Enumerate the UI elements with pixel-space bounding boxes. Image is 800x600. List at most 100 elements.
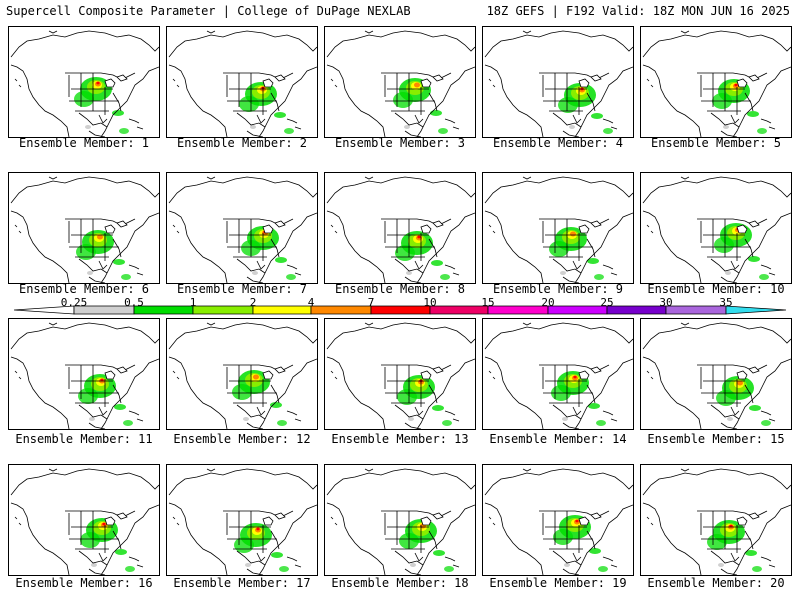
islands bbox=[488, 30, 618, 130]
scale-tick-label: 20 bbox=[541, 296, 555, 309]
great-lakes bbox=[578, 220, 602, 234]
country-border bbox=[697, 72, 768, 80]
country-border bbox=[697, 364, 768, 372]
state-lines bbox=[542, 73, 596, 124]
coastline bbox=[326, 468, 475, 575]
country-border bbox=[539, 218, 610, 226]
member-label: Ensemble Member: 4 bbox=[492, 136, 624, 150]
member-label: Ensemble Member: 7 bbox=[176, 282, 308, 296]
gulf-coast bbox=[78, 258, 108, 283]
state-lines bbox=[384, 511, 438, 562]
member-label: Ensemble Member: 17 bbox=[173, 576, 311, 590]
coastline bbox=[642, 30, 791, 137]
scale-tick-label: 4 bbox=[307, 296, 315, 309]
islands bbox=[14, 176, 144, 276]
coastline bbox=[642, 176, 791, 283]
country-border bbox=[539, 510, 610, 518]
member-map-canvas bbox=[10, 30, 159, 137]
country-border bbox=[223, 218, 294, 226]
islands bbox=[330, 30, 460, 130]
gulf-coast bbox=[394, 112, 424, 137]
gulf-coast bbox=[394, 258, 424, 283]
gulf-coast bbox=[78, 404, 108, 429]
islands bbox=[330, 322, 460, 422]
islands bbox=[172, 322, 302, 422]
coastline bbox=[326, 176, 475, 283]
scale-tick-label: 15 bbox=[481, 296, 495, 309]
scale-tick-label: 25 bbox=[600, 296, 614, 309]
state-lines bbox=[700, 365, 754, 416]
scale-tick-label: 10 bbox=[423, 296, 437, 309]
member-map-canvas bbox=[326, 468, 475, 575]
color-segment bbox=[429, 305, 489, 315]
islands bbox=[646, 30, 776, 130]
scp-shading bbox=[239, 82, 294, 134]
coastline bbox=[484, 30, 633, 137]
ensemble-member-map bbox=[324, 26, 476, 138]
member-label: Ensemble Member: 8 bbox=[334, 282, 466, 296]
scp-shading bbox=[232, 370, 287, 426]
state-lines bbox=[226, 73, 280, 124]
gulf-coast bbox=[710, 258, 740, 283]
ensemble-member-map bbox=[166, 172, 318, 284]
islands bbox=[172, 176, 302, 276]
member-map-canvas bbox=[642, 322, 791, 429]
member-label: Ensemble Member: 6 bbox=[18, 282, 150, 296]
ensemble-member-map bbox=[482, 172, 634, 284]
member-map-canvas bbox=[168, 322, 317, 429]
country-border bbox=[65, 364, 136, 372]
state-lines bbox=[542, 365, 596, 416]
scp-shading bbox=[74, 77, 129, 134]
ensemble-member-map bbox=[482, 26, 634, 138]
country-border bbox=[697, 218, 768, 226]
islands bbox=[172, 468, 302, 568]
great-lakes bbox=[262, 220, 286, 234]
country-border bbox=[539, 72, 610, 80]
islands bbox=[14, 468, 144, 568]
member-map-canvas bbox=[642, 176, 791, 283]
scale-tick-label: 2 bbox=[249, 296, 257, 309]
country-border bbox=[381, 364, 452, 372]
member-map-canvas bbox=[484, 468, 633, 575]
ensemble-member-map bbox=[482, 318, 634, 430]
valid-time: 18Z GEFS | F192 Valid: 18Z MON JUN 16 20… bbox=[486, 4, 790, 18]
member-map-canvas bbox=[326, 30, 475, 137]
ensemble-member-map bbox=[8, 26, 160, 138]
country-border bbox=[65, 72, 136, 80]
country-border bbox=[223, 510, 294, 518]
member-map-canvas bbox=[484, 176, 633, 283]
islands bbox=[172, 30, 302, 130]
ensemble-member-map bbox=[166, 26, 318, 138]
state-lines bbox=[68, 73, 122, 124]
member-label: Ensemble Member: 11 bbox=[15, 432, 153, 446]
country-border bbox=[381, 510, 452, 518]
color-scale-bar bbox=[13, 305, 787, 315]
state-lines bbox=[542, 511, 596, 562]
member-map-canvas bbox=[10, 176, 159, 283]
coastline bbox=[168, 322, 317, 429]
color-segment bbox=[606, 305, 667, 315]
ensemble-member-map bbox=[482, 464, 634, 576]
coastline bbox=[326, 30, 475, 137]
gulf-coast bbox=[710, 112, 740, 137]
member-label: Ensemble Member: 9 bbox=[492, 282, 624, 296]
coastline bbox=[10, 30, 159, 137]
member-map-canvas bbox=[10, 322, 159, 429]
scale-tick-label: 1 bbox=[189, 296, 197, 309]
color-segment bbox=[370, 305, 431, 315]
ensemble-member-map bbox=[640, 26, 792, 138]
country-border bbox=[697, 510, 768, 518]
member-map-canvas bbox=[642, 468, 791, 575]
ensemble-member-map bbox=[324, 464, 476, 576]
gulf-coast bbox=[236, 112, 266, 137]
state-lines bbox=[226, 511, 280, 562]
scale-tick-label: 0.25 bbox=[60, 296, 88, 309]
gulf-coast bbox=[552, 258, 582, 283]
great-lakes bbox=[104, 512, 128, 526]
islands bbox=[646, 468, 776, 568]
country-border bbox=[381, 72, 452, 80]
country-border bbox=[381, 218, 452, 226]
ensemble-member-map bbox=[324, 172, 476, 284]
islands bbox=[488, 176, 618, 276]
member-label: Ensemble Member: 14 bbox=[489, 432, 627, 446]
